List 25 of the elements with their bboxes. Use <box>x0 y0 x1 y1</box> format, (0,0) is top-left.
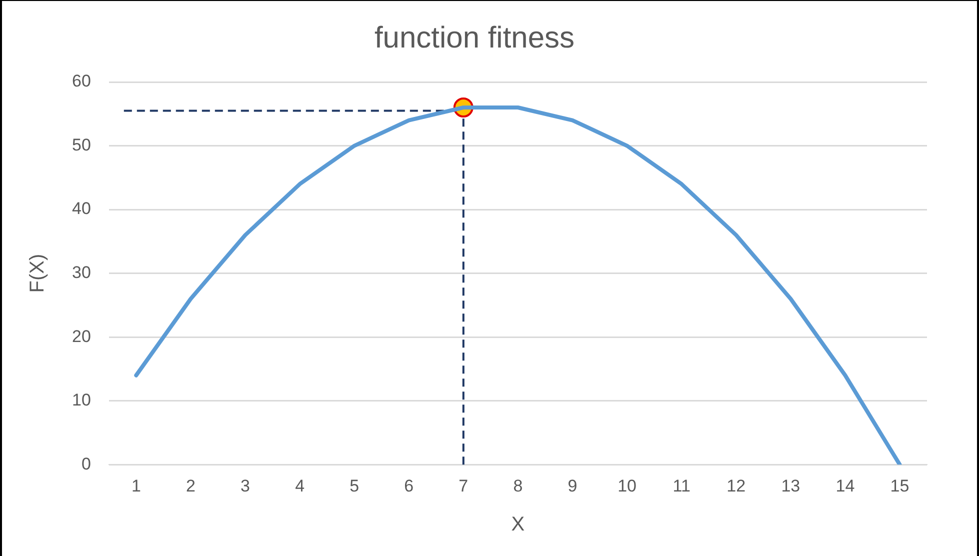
x-tick-label: 6 <box>404 476 414 496</box>
y-tick-label: 50 <box>72 135 91 154</box>
x-tick-label: 7 <box>458 476 468 496</box>
x-tick-label: 11 <box>672 476 690 496</box>
y-axis-title: F(X) <box>26 254 49 293</box>
x-tick-label: 9 <box>568 476 578 496</box>
x-tick-label: 12 <box>726 476 746 496</box>
x-tick-label: 1 <box>131 476 141 496</box>
chart-title: function fitness <box>374 21 575 54</box>
y-tick-label: 20 <box>72 326 91 346</box>
x-tick-label: 2 <box>186 476 196 496</box>
y-tick-label: 40 <box>72 199 91 218</box>
x-tick-label: 14 <box>836 476 855 496</box>
x-tick-label: 5 <box>350 476 360 496</box>
x-tick-label: 10 <box>618 476 636 496</box>
y-tick-label: 60 <box>72 72 91 91</box>
y-tick-label: 30 <box>72 262 91 282</box>
x-axis-title: X <box>511 514 525 536</box>
x-tick-label: 4 <box>295 476 305 496</box>
x-tick-label: 15 <box>890 476 910 496</box>
x-tick-label: 8 <box>513 476 523 496</box>
y-tick-label: 10 <box>72 390 91 410</box>
x-tick-label: 13 <box>781 476 800 496</box>
y-tick-label: 0 <box>81 454 91 474</box>
x-tick-label: 3 <box>240 476 250 496</box>
